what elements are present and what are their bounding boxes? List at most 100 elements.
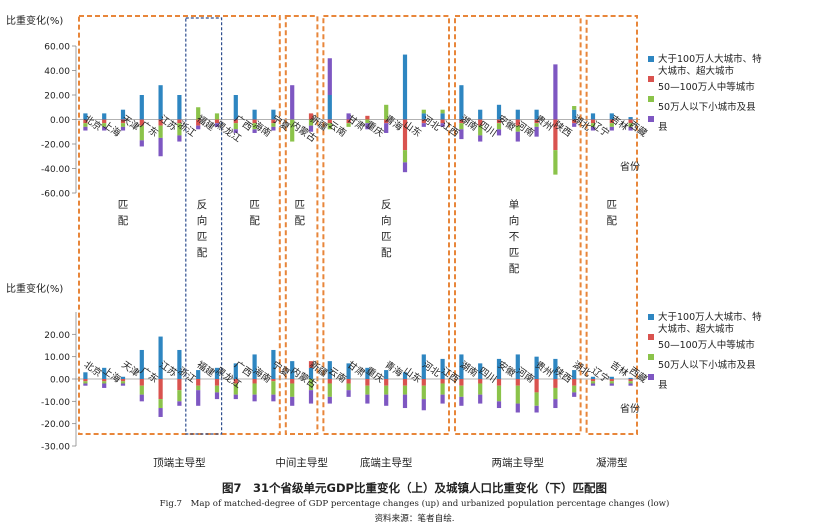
legend-label-lower-2: 50—100万人中等城市 <box>658 339 755 351</box>
bar-lower-安徽-s3 <box>496 385 502 402</box>
bar-lower-辽宁-s4 <box>590 383 596 386</box>
bar-upper-湖北-s4 <box>572 123 577 127</box>
bar-upper-海南-s1 <box>252 109 257 120</box>
bar-lower-上海-s4 <box>102 383 107 388</box>
bar-upper-宁夏-s2 <box>271 119 276 124</box>
bar-lower-福建-s4 <box>196 390 201 406</box>
bar-upper-广东-s1 <box>139 95 144 120</box>
legend-swatch-upper-1 <box>648 56 654 62</box>
bar-lower-河北-s2 <box>421 379 426 386</box>
bar-lower-四川-s4 <box>478 394 483 404</box>
bar-upper-海南-s3 <box>252 123 257 130</box>
legend-label-lower-4: 县 <box>658 380 668 391</box>
bar-lower-湖北-s1 <box>572 370 577 379</box>
y-axis-title-lower: 比重变化(%) <box>6 282 63 295</box>
bar-lower-贵州-s1 <box>534 356 539 379</box>
bar-lower-浙江-s3 <box>177 390 182 402</box>
bar-lower-江西-s2 <box>440 379 445 384</box>
bar-lower-江西-s4 <box>440 394 445 404</box>
bar-upper-贵州-s2 <box>534 119 539 124</box>
bar-upper-辽宁-s3 <box>590 123 596 127</box>
bar-lower-北京-s4 <box>83 383 88 386</box>
legend-tail-upper: 省份 <box>620 160 640 173</box>
bar-upper-广西-s1 <box>233 95 238 120</box>
bar-lower-山东-s2 <box>402 379 408 386</box>
bar-upper-黑龙江-s3 <box>214 113 220 120</box>
lower-group-label-4: 两端主导型 <box>492 456 545 469</box>
category-label-upper: 江西 <box>439 119 461 139</box>
bar-lower-陕西-s3 <box>553 387 558 400</box>
bar-lower-江苏-s2 <box>158 379 163 400</box>
bar-upper-新疆-s4 <box>308 125 314 132</box>
bar-lower-河南-s3 <box>515 385 520 404</box>
group-frame-1 <box>78 15 281 435</box>
y-tick-label-upper: 60.00 <box>44 43 70 53</box>
bar-lower-福建-s2 <box>196 379 201 386</box>
bar-lower-广东-s1 <box>139 349 144 379</box>
bar-lower-甘肃-s4 <box>346 390 351 397</box>
bar-upper-辽宁-s4 <box>590 126 596 131</box>
bar-lower-云南-s2 <box>327 379 332 384</box>
bar-lower-广东-s4 <box>139 394 144 402</box>
bar-upper-甘肃-s2 <box>346 119 351 124</box>
bar-lower-西藏-s3 <box>628 381 633 384</box>
upper-group-label-6: 不 <box>509 231 520 243</box>
legend-swatch-upper-2 <box>648 76 654 82</box>
bar-upper-新疆-s3 <box>308 119 314 126</box>
bar-lower-海南-s1 <box>252 354 257 379</box>
y-tick-label-upper: -20.00 <box>41 141 70 151</box>
y-tick-label-lower: 20.00 <box>44 331 70 341</box>
legend-tail-lower: 省份 <box>620 402 640 415</box>
lower-group-label-1: 顶端主导型 <box>153 456 206 469</box>
bar-lower-内蒙古-s4 <box>290 396 295 406</box>
bar-lower-吉林-s3 <box>609 381 614 384</box>
bar-upper-河北-s1 <box>421 113 426 120</box>
bar-lower-湖南-s3 <box>459 385 464 397</box>
bar-lower-广西-s3 <box>233 383 238 395</box>
bar-upper-江西-s4 <box>440 123 445 127</box>
bar-lower-上海-s2 <box>102 379 107 382</box>
bar-upper-北京-s4 <box>83 126 88 131</box>
bar-upper-安徽-s4 <box>496 129 502 136</box>
upper-group-label-5: 匹 <box>381 231 392 243</box>
bar-upper-湖北-s1 <box>572 109 577 120</box>
bar-upper-广西-s3 <box>233 123 238 130</box>
bar-upper-天津-s2 <box>120 119 126 124</box>
bar-lower-浙江-s4 <box>177 401 182 406</box>
bar-lower-上海-s3 <box>102 381 107 384</box>
bar-upper-江苏-s4 <box>158 137 163 157</box>
bar-upper-陕西-s2 <box>553 119 558 151</box>
bar-upper-青海-s2 <box>384 119 389 124</box>
fujian-frame <box>185 17 223 435</box>
lower-group-label-3: 底端主导型 <box>360 456 413 469</box>
bar-lower-湖南-s2 <box>459 379 464 386</box>
legend-label-lower-1a: 大于100万人大城市、特 <box>658 311 762 323</box>
bar-lower-辽宁-s2 <box>590 379 596 382</box>
bar-upper-上海-s4 <box>102 126 107 131</box>
bar-upper-海南-s2 <box>252 119 257 124</box>
bar-lower-辽宁-s1 <box>590 376 596 379</box>
bar-lower-新疆-s2 <box>308 361 314 368</box>
bar-lower-湖北-s3 <box>572 385 577 393</box>
bar-upper-江苏-s1 <box>158 85 163 120</box>
bar-upper-广东-s2 <box>139 119 144 126</box>
upper-group-label-7: 匹 <box>607 199 618 211</box>
bar-upper-青海-s3 <box>384 104 389 120</box>
bar-lower-吉林-s4 <box>609 383 614 386</box>
bar-upper-浙江-s1 <box>177 95 182 120</box>
bar-lower-重庆-s3 <box>365 385 370 395</box>
y-tick-label-lower: 10.00 <box>44 353 70 363</box>
bar-upper-内蒙古-s4 <box>290 85 295 120</box>
bar-lower-浙江-s2 <box>177 379 182 391</box>
category-label-upper: 湖北 <box>570 113 592 133</box>
bar-upper-福建-s4 <box>196 125 201 130</box>
bar-upper-江西-s3 <box>440 109 445 114</box>
bar-upper-河南-s2 <box>515 119 520 126</box>
bar-upper-吉林-s4 <box>609 126 614 131</box>
y-tick-label-upper: 0.00 <box>50 116 70 126</box>
bar-lower-四川-s1 <box>478 363 483 379</box>
y-axis-title-upper: 比重变化(%) <box>6 14 63 27</box>
bar-lower-云南-s4 <box>327 396 332 404</box>
bar-lower-海南-s4 <box>252 394 257 402</box>
